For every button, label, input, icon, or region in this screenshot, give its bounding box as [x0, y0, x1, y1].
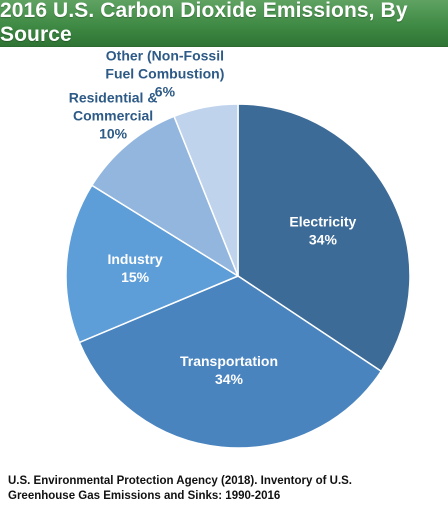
pie-labels: Electricity 34% Transportation 34% Industry 1…	[69, 47, 357, 387]
chart-title: 2016 U.S. Carbon Dioxide Emissions, By S…	[0, 0, 408, 46]
slice-label-line: Fuel Combustion)	[105, 65, 224, 81]
pie-chart: Electricity 34% Transportation 34% Industry 1…	[65, 47, 411, 449]
source-line-2: Greenhouse Gas Emissions and Sinks: 1990…	[8, 490, 281, 502]
slice-label-electricity: Electricity 34%	[289, 214, 356, 248]
slice-label-line: Residential &	[69, 89, 158, 105]
slice-label-residential-commercial: Residential & Commercial 10%	[69, 89, 158, 141]
pie-slices	[65, 103, 411, 449]
slice-label-line: 34%	[309, 232, 338, 248]
source-line-1: U.S. Environmental Protection Agency (20…	[8, 475, 353, 487]
slice-label-line: Other (Non-Fossil	[106, 47, 224, 63]
slice-label-transportation: Transportation 34%	[180, 353, 278, 387]
title-bar: 2016 U.S. Carbon Dioxide Emissions, By S…	[0, 0, 448, 47]
slice-label-line: Transportation	[180, 353, 278, 369]
slice-label-line: Industry	[107, 251, 162, 267]
pie-slice-transportation	[78, 275, 383, 449]
slice-label-line: 34%	[215, 371, 244, 387]
source-citation: U.S. Environmental Protection Agency (20…	[8, 474, 438, 504]
slice-label-line: 6%	[155, 83, 176, 99]
slice-label-other-non-fossil-fuel-combustion: Other (Non-Fossil Fuel Combustion) 6%	[105, 47, 224, 99]
pie-slice-residential-commercial	[90, 115, 240, 278]
pie-slice-industry	[65, 184, 240, 344]
slice-label-industry: Industry 15%	[107, 251, 162, 285]
slice-label-line: 15%	[121, 269, 150, 285]
pie-slice-other-non-fossil-fuel-combustion	[173, 103, 239, 277]
slice-label-line: Electricity	[289, 214, 356, 230]
slice-label-line: Commercial	[73, 107, 153, 123]
slice-label-line: 10%	[99, 125, 128, 141]
